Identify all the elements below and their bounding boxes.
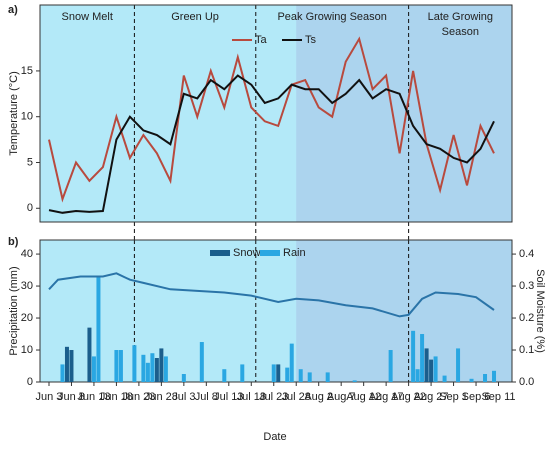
x-tick-label: Jul 28 [282,391,311,403]
bar [154,358,159,382]
y-tick-label: 15 [21,65,33,77]
bar [91,356,96,382]
x-tick-label: Jul 3 [172,391,195,403]
x-tick-label: Jul 23 [259,391,288,403]
x-tick-label: Jun 18 [100,391,133,403]
y-axis-label: Temperature (°C) [8,71,20,155]
y-tick-label: 10 [21,111,33,123]
x-tick-label: Jun 28 [145,391,178,403]
legend-swatch [260,250,280,256]
bar [96,276,101,382]
bar [469,378,474,382]
y-tick-label: 5 [27,156,33,168]
legend-label: Snow [233,247,261,259]
bar [420,334,425,382]
panel-label: b) [8,236,19,248]
bar [442,375,447,382]
phase-label: Green Up [171,11,219,23]
x-tick-label: Jul 8 [195,391,218,403]
plot-frame [39,4,513,223]
phase-label: Snow Melt [62,11,113,23]
bar [150,353,155,382]
line-series [48,36,495,203]
bar [145,362,150,382]
x-tick-label: Jun 3 [36,391,63,403]
bar [69,350,74,382]
bar [240,364,245,382]
legend-label: Rain [283,247,306,259]
bar [298,369,303,382]
bar [325,372,330,382]
x-tick-label: Aug 7 [327,391,356,403]
bar [433,356,438,382]
y-tick-label: 10 [21,344,33,356]
y2-tick-label: 0.2 [519,312,534,324]
bar [415,369,420,382]
bar [132,345,137,382]
bar [285,367,290,382]
bar [289,343,294,382]
bar [199,342,204,382]
bar [141,354,146,382]
y2-tick-label: 0.3 [519,280,534,292]
bar [307,372,312,382]
bar [159,348,164,382]
line-series [48,272,495,318]
bar [60,364,65,382]
y2-tick-label: 0.0 [519,376,534,388]
bar [271,364,276,382]
legend-label: Ta [255,34,268,46]
phase-label: Late Growing [428,11,493,23]
bar [388,350,393,382]
x-tick-label: Sep 11 [481,391,515,403]
bar [87,327,92,382]
bar [429,359,434,382]
y-tick-label: 0 [27,202,33,214]
x-tick-label: Aug 17 [369,391,404,403]
x-tick-label: Aug 22 [391,391,426,403]
bar [222,369,227,382]
x-tick-label: Aug 12 [346,391,381,403]
legend-swatch [210,250,230,256]
panel-label: a) [8,4,18,16]
phase-label: Peak Growing Season [277,11,386,23]
y-tick-label: 30 [21,280,33,292]
y-tick-label: 20 [21,312,33,324]
bar [276,364,281,382]
bar [456,348,461,382]
bar [411,330,416,382]
bar [64,346,69,382]
y-tick-label: 40 [21,248,33,260]
bar [114,350,119,382]
x-tick-label: Aug 2 [304,391,333,403]
bar [163,356,168,382]
y2-axis-label: Soil Moisture (%) [534,269,546,353]
x-tick-label: Jun 13 [77,391,110,403]
bar [118,350,123,382]
y-tick-label: 0 [27,376,33,388]
x-tick-label: Jul 13 [214,391,243,403]
x-tick-label: Jun 23 [122,391,155,403]
y2-tick-label: 0.1 [519,344,534,356]
x-tick-label: Aug 27 [414,391,449,403]
x-tick-label: Sep 6 [462,391,491,403]
bar [492,370,497,382]
plot-frame [39,239,513,383]
x-tick-label: Sep 1 [439,391,468,403]
bar [181,374,186,382]
bar [424,348,429,382]
bar [352,380,357,382]
x-axis-label: Date [263,431,286,443]
x-tick-label: Jun 8 [58,391,85,403]
x-tick-label: Jul 18 [237,391,266,403]
phase-label: Season [442,26,479,38]
y2-tick-label: 0.4 [519,248,534,260]
legend-label: Ts [305,34,317,46]
y-axis-label: Precipitation (mm) [8,266,20,355]
bar [483,374,488,382]
shaded-region [296,240,512,382]
line-series [48,74,495,214]
